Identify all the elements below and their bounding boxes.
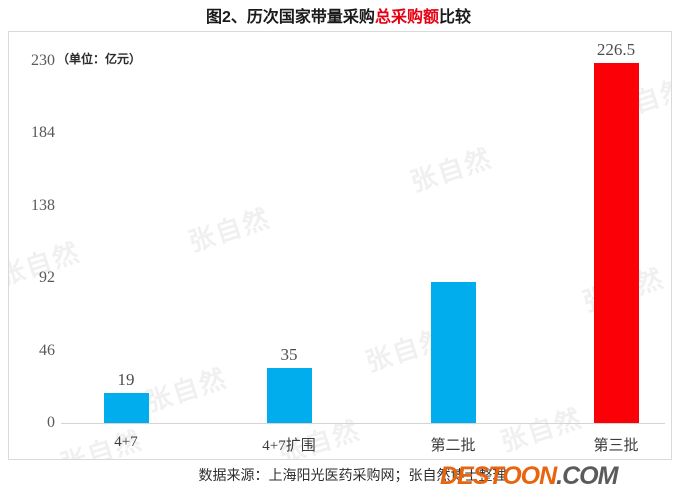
y-axis-tick-46: 46	[39, 342, 55, 359]
bar-4plus7[interactable]	[104, 393, 149, 423]
bar-third-batch[interactable]	[594, 63, 639, 423]
y-axis-tick-0: 0	[47, 414, 55, 431]
x-axis-label-third-batch: 第三批	[593, 438, 639, 454]
x-axis-label-second-batch: 第二批	[430, 438, 476, 454]
y-axis-tick-230: 230	[31, 52, 55, 69]
bar-value-third-batch: 226.5	[596, 40, 636, 59]
bar-4plus7-expanded[interactable]	[267, 368, 312, 423]
page-title-prefix: 图2、历次国家带量采购	[206, 9, 375, 26]
chart-plot-area: 张自然 张自然 张自然 张自然 张自然 张自然 张自然 张自然 张自然 张自然 …	[8, 31, 672, 460]
y-axis-tick-184: 184	[31, 124, 55, 141]
bar-value-4plus7: 19	[117, 370, 135, 389]
bar-second-batch[interactable]	[431, 282, 476, 423]
x-axis-label-4plus7: 4+7	[114, 434, 138, 450]
source-note: 数据来源：上海阳光医药采购网；张自然博士整理	[198, 469, 507, 484]
page-title-suffix: 比较	[438, 9, 471, 26]
y-axis-tick-138: 138	[31, 197, 55, 214]
page-title-highlight: 总采购额	[374, 9, 439, 26]
x-axis-label-4plus7-expanded: 4+7扩围	[262, 438, 316, 454]
page-title: 图2、历次国家带量采购总采购额比较	[0, 3, 677, 27]
bar-value-4plus7-expanded: 35	[280, 345, 298, 364]
unit-annotation: （单位：亿元）	[57, 52, 142, 66]
x-axis-baseline	[61, 423, 665, 424]
bars-container	[9, 32, 671, 423]
y-axis-tick-92: 92	[39, 269, 55, 286]
